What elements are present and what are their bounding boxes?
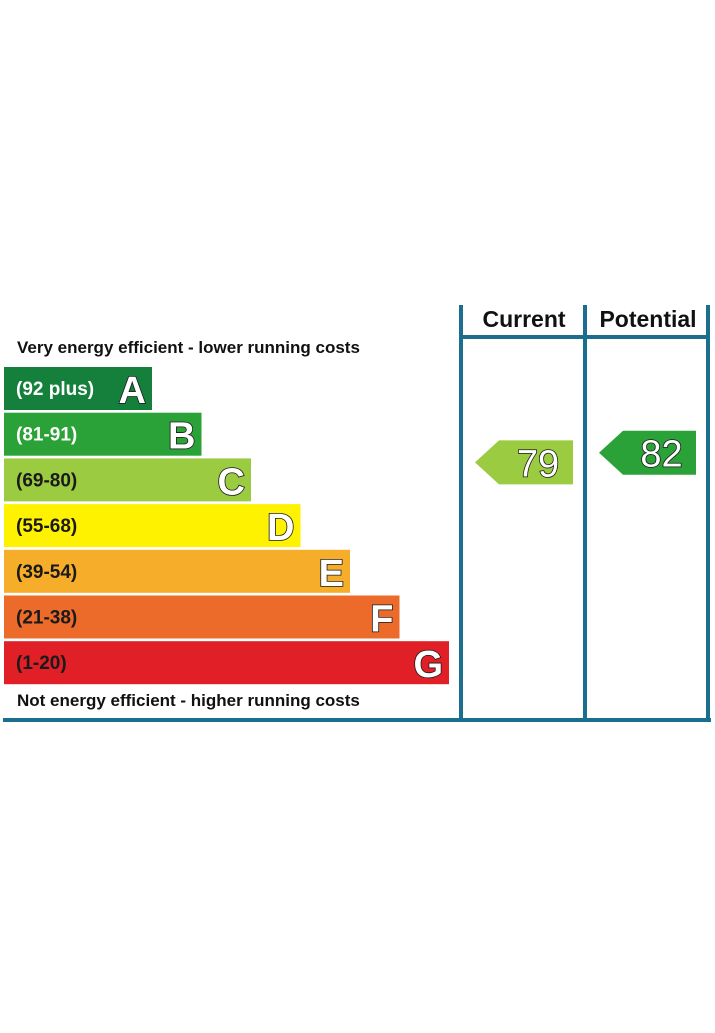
band-a-bar [4,367,152,410]
potential-rating-arrow [599,430,696,475]
top-caption: Very energy efficient - lower running co… [17,338,360,357]
band-g-range: (1-20) [16,653,67,674]
score-markers: 79 82 [475,430,696,486]
band-f-range: (21-38) [16,608,77,629]
band-c-bar [4,458,251,502]
band-a-letter: A [119,370,146,412]
band-d-range: (55-68) [16,516,77,537]
band-f-letter: F [370,599,393,641]
rating-bands: (92 plus) A (81-91) B (69-80) C (55-68) D (39-54… [4,367,449,687]
band-g-letter: G [413,644,443,686]
band-e-range: (39-54) [16,562,77,583]
band-f-bar [4,595,400,639]
bottom-caption: Not energy efficient - higher running co… [17,691,360,710]
band-d-bar [4,504,301,548]
band-c-range: (69-80) [16,470,77,491]
current-rating-arrow [475,440,573,485]
band-b-range: (81-91) [16,425,77,446]
band-c-letter: C [218,461,245,503]
band-d-letter: D [267,507,294,549]
chart-frame [3,305,711,722]
band-b-letter: B [168,416,195,458]
band-b-bar [4,412,202,456]
column-header-current: Current [482,306,565,332]
current-rating-value: 79 [517,443,559,485]
band-e-bar [4,549,350,593]
band-e-letter: E [319,553,344,595]
potential-rating-value: 82 [640,434,682,476]
band-a-range: (92 plus) [16,379,94,400]
band-g-bar [4,641,449,685]
column-header-potential: Potential [599,306,696,332]
